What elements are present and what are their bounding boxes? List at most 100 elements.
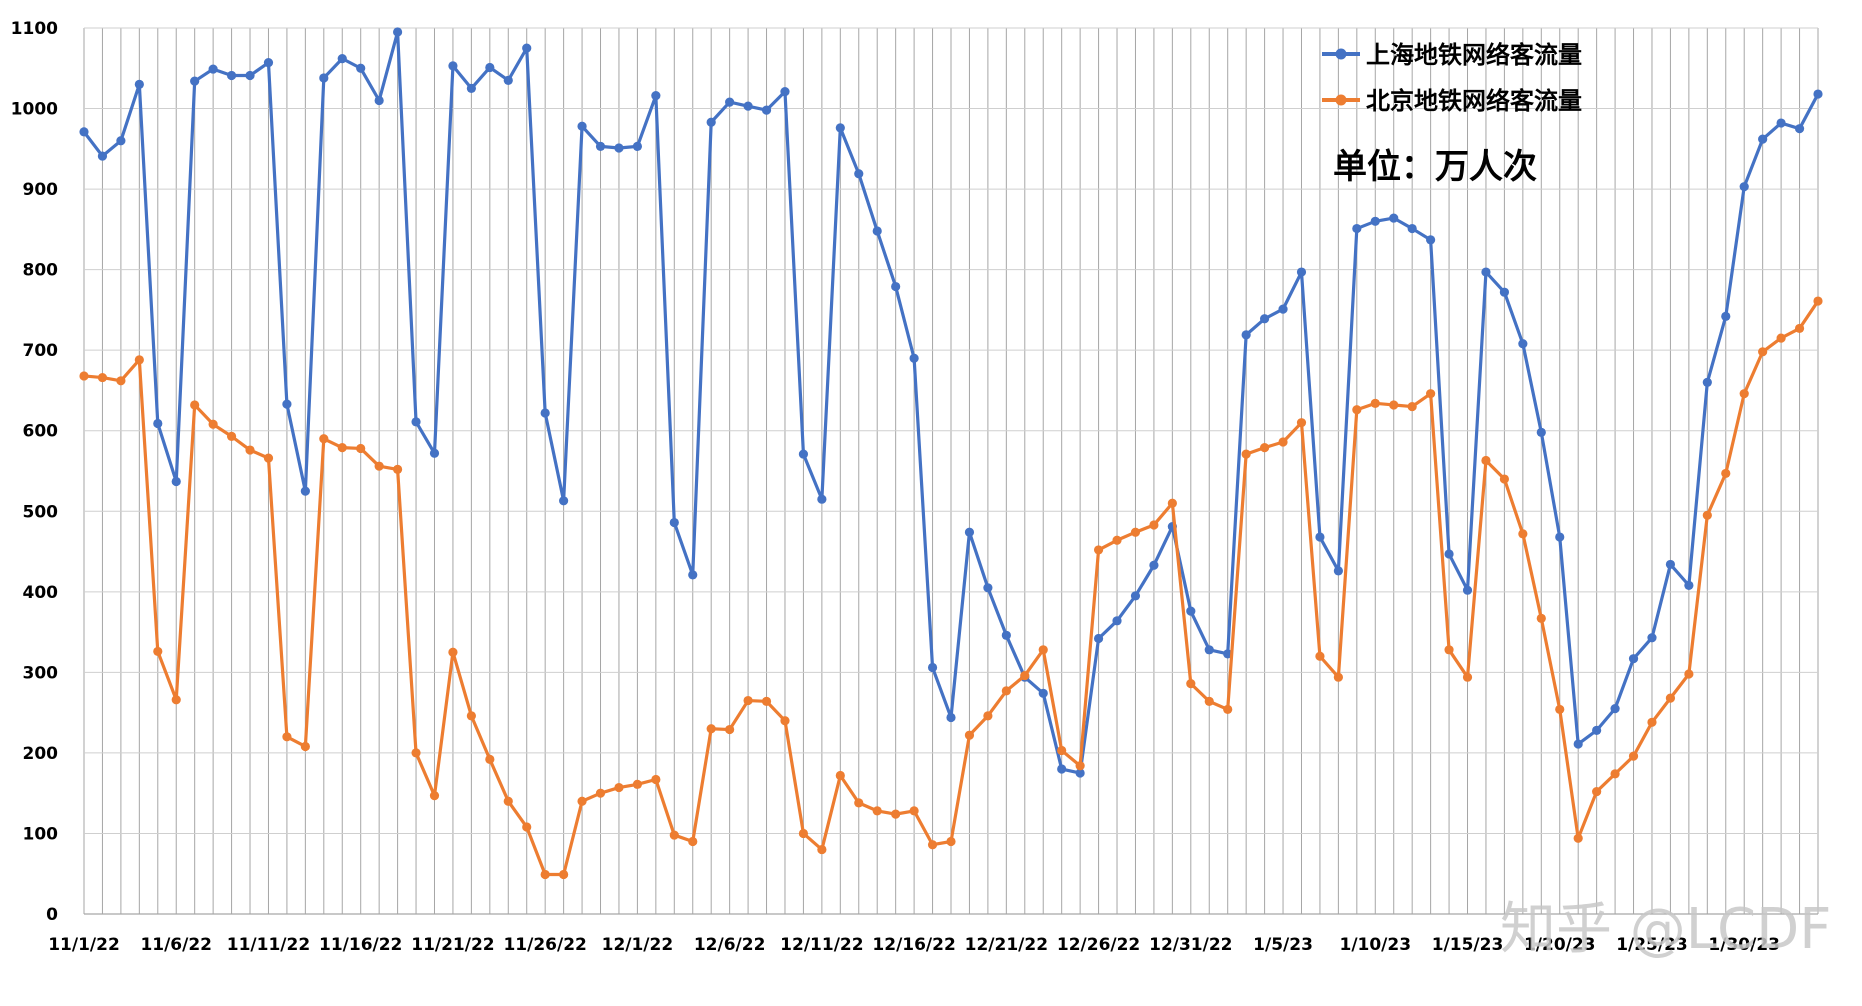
data-point: [1223, 704, 1233, 715]
data-point: [1555, 532, 1565, 542]
data-point: [983, 583, 993, 593]
data-point: [1573, 833, 1583, 843]
data-point: [1093, 633, 1104, 644]
data-point: [1758, 347, 1768, 357]
y-tick-label: 200: [23, 744, 59, 764]
data-point: [1204, 645, 1214, 655]
data-point: [1702, 377, 1712, 387]
data-point: [1444, 549, 1454, 559]
data-point: [263, 58, 274, 68]
data-point: [503, 796, 513, 806]
data-point: [356, 63, 366, 73]
data-point: [522, 43, 532, 53]
data-point: [226, 431, 237, 441]
data-point: [835, 770, 845, 781]
x-tick-label: 1/15/23: [1432, 935, 1504, 955]
data-point: [835, 123, 845, 133]
data-point: [79, 371, 89, 381]
unit-label: 单位：万人次: [1333, 147, 1537, 187]
data-point: [1610, 769, 1620, 779]
data-point: [964, 730, 975, 740]
data-point: [116, 376, 126, 386]
data-point: [1315, 651, 1325, 661]
data-point: [595, 141, 606, 152]
data-point: [761, 105, 772, 115]
data-point: [1426, 235, 1436, 245]
data-point: [1075, 768, 1085, 778]
data-point: [1813, 89, 1823, 99]
data-point: [595, 788, 606, 798]
data-point: [1684, 580, 1694, 590]
data-point: [1315, 532, 1325, 542]
data-point: [614, 782, 624, 793]
data-point: [1167, 498, 1177, 508]
data-point: [503, 75, 513, 85]
data-point: [1444, 645, 1454, 655]
data-point: [1794, 323, 1805, 334]
data-point: [171, 695, 181, 705]
data-point: [337, 443, 347, 453]
data-point: [614, 143, 624, 153]
data-point: [1241, 449, 1251, 459]
data-point: [1057, 745, 1067, 756]
data-point: [1278, 304, 1288, 314]
data-point: [927, 662, 938, 673]
horizontal-gridlines: [84, 27, 1818, 915]
data-point: [319, 73, 329, 83]
data-point: [1407, 401, 1417, 412]
data-point: [1758, 134, 1768, 144]
x-tick-label: 11/11/22: [227, 935, 310, 955]
data-point: [153, 646, 163, 657]
data-point: [171, 476, 181, 487]
data-point: [872, 806, 882, 816]
data-point: [1370, 216, 1380, 226]
data-point: [706, 724, 716, 734]
x-tick-label: 12/1/22: [602, 935, 674, 955]
data-point: [485, 754, 495, 764]
data-point: [1665, 693, 1676, 703]
data-point: [798, 828, 809, 839]
series-beijing: [79, 296, 1823, 880]
data-point: [374, 461, 384, 471]
data-point: [356, 443, 366, 454]
data-point: [743, 101, 753, 111]
data-point: [817, 494, 827, 504]
data-point: [1592, 786, 1602, 797]
data-point: [1130, 527, 1141, 537]
data-point: [1389, 400, 1399, 410]
data-point: [706, 117, 716, 127]
data-point: [1333, 566, 1343, 576]
y-tick-label: 300: [23, 663, 59, 683]
x-tick-label: 12/6/22: [694, 935, 766, 955]
y-tick-label: 400: [23, 583, 59, 603]
data-point: [872, 226, 882, 236]
x-tick-label: 11/16/22: [319, 935, 402, 955]
data-point: [983, 711, 993, 721]
data-point: [1555, 704, 1565, 715]
data-point: [190, 400, 200, 410]
data-point: [374, 95, 384, 106]
data-point: [1721, 468, 1731, 479]
data-point: [1407, 223, 1417, 234]
data-point: [688, 836, 698, 847]
x-axis-ticks: 11/1/22 11/6/22 11/11/22 11/16/22 11/21/22 11…: [48, 935, 1780, 955]
data-point: [226, 70, 237, 81]
data-point: [97, 372, 108, 383]
data-point: [780, 716, 790, 726]
legend-item-shanghai: 上海地铁网络客流量: [1322, 41, 1582, 69]
data-point: [725, 97, 735, 107]
x-tick-label: 1/20/23: [1524, 935, 1596, 955]
data-point: [448, 647, 458, 657]
data-point: [854, 798, 864, 808]
data-point: [1278, 437, 1288, 447]
data-point: [466, 711, 476, 721]
watermark: 知乎 @LCDF: [1500, 897, 1831, 962]
y-tick-label: 1000: [11, 100, 58, 120]
data-point: [1481, 455, 1491, 466]
data-point: [263, 453, 274, 463]
data-point: [319, 434, 329, 444]
data-point: [97, 151, 108, 161]
x-tick-label: 11/1/22: [48, 935, 120, 955]
data-point: [891, 281, 901, 292]
data-point: [116, 136, 126, 146]
